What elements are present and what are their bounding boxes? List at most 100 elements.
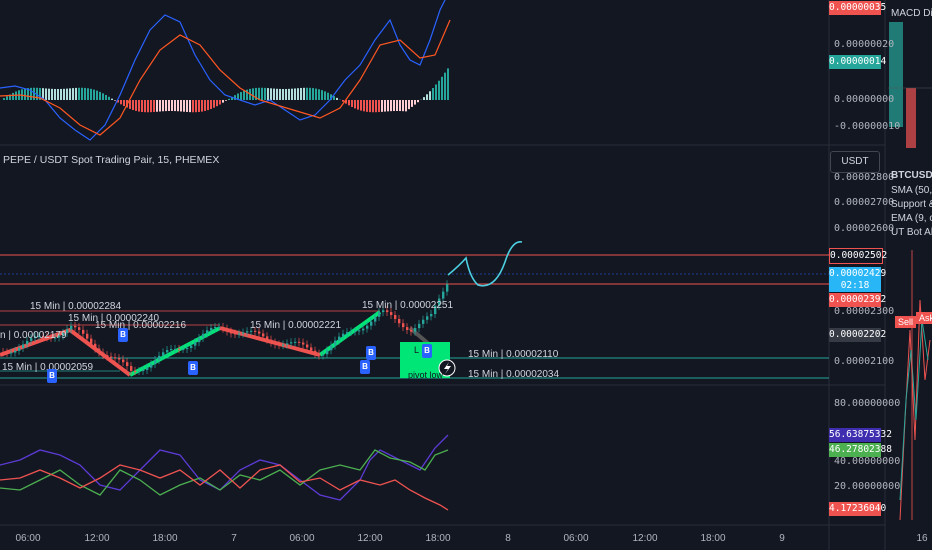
candle-body	[386, 310, 389, 313]
annotation-2179: n | 0.00002179	[0, 330, 67, 341]
candle-body	[354, 331, 357, 333]
macd-histogram-bar	[237, 93, 239, 100]
macd-histogram-bar	[75, 87, 77, 100]
pivot-low-l-label: L	[414, 345, 420, 355]
btc-symbol[interactable]: BTCUSDT,	[891, 170, 932, 181]
macd-histogram-bar	[120, 100, 122, 105]
rsi-green-line	[0, 449, 449, 496]
candle-body	[126, 362, 129, 367]
macd-histogram-bar	[204, 100, 206, 111]
candle-body	[174, 348, 177, 350]
candle-body	[434, 305, 437, 315]
macd-histogram-bar	[342, 100, 344, 102]
macd-histogram-bar	[93, 89, 95, 100]
macd-histogram-bar	[318, 89, 320, 100]
macd-histogram-bar	[150, 100, 152, 113]
candle-body	[202, 333, 205, 338]
macd-histogram-bar	[51, 88, 53, 100]
candle-body	[142, 369, 145, 372]
candle-body	[106, 355, 109, 357]
candle-body	[362, 328, 365, 331]
candle-body	[422, 319, 425, 324]
macd-histogram-bar	[141, 100, 143, 112]
macd-histogram-bar	[159, 100, 161, 112]
candle-body	[410, 329, 413, 332]
macd-histogram-bar	[234, 95, 236, 100]
legend-ut-bot: UT Bot Ale	[891, 227, 932, 238]
macd-histogram-bar	[315, 88, 317, 100]
candle-body	[406, 327, 409, 330]
signal-line	[0, 19, 451, 136]
price-label-2300: 0.00002300	[834, 306, 895, 317]
macd-histogram-bar	[6, 96, 8, 100]
candle-body	[150, 364, 153, 368]
legend-support: Support &	[891, 199, 932, 210]
macd-histogram-bar	[312, 88, 314, 100]
macd-histogram-bar	[303, 87, 305, 100]
buy-marker[interactable]: B	[47, 369, 57, 383]
sell-button[interactable]: Sell	[895, 316, 917, 328]
rsi-purple-line	[0, 434, 449, 501]
macd-histogram-bar	[189, 100, 191, 113]
macd-histogram-bar	[84, 87, 86, 100]
macd-histogram-bar	[243, 90, 245, 100]
macd-histogram-bar	[78, 87, 80, 100]
candle-body	[370, 321, 373, 326]
macd-histogram-bar	[144, 100, 146, 113]
candle-body	[186, 347, 189, 350]
candle-body	[110, 356, 113, 358]
candle-body	[62, 332, 65, 336]
rsi-tag-purple: 56.63875332	[829, 428, 892, 442]
buy-marker[interactable]: B	[366, 346, 376, 360]
candle-body	[266, 336, 269, 340]
price-tag-gray: 0.00002202	[829, 328, 887, 342]
candle-body	[314, 350, 317, 354]
candlesticks	[2, 280, 449, 376]
macd-histogram-bar	[81, 87, 83, 100]
candle-body	[278, 344, 281, 346]
macd-histogram-bar	[210, 100, 212, 110]
candle-body	[34, 336, 37, 339]
macd-histogram-bar	[432, 87, 434, 100]
rsi-tag-red: 4.17236040	[829, 502, 887, 516]
candle-body	[130, 366, 133, 371]
macd-histogram-bar	[192, 100, 194, 113]
buy-marker[interactable]: B	[422, 344, 432, 358]
candle-body	[22, 344, 25, 348]
macd-histogram-bar	[372, 100, 374, 113]
legend-sma: SMA (50, c	[891, 185, 932, 196]
rsi-label-40: 40.00000000	[834, 456, 901, 467]
buy-marker[interactable]: B	[188, 361, 198, 375]
macd-histogram-bar	[282, 88, 284, 100]
macd-histogram-bar	[366, 100, 368, 112]
macd-histogram-bar	[72, 88, 74, 100]
macd-histogram-bar	[255, 87, 257, 100]
macd-histogram-bar	[390, 100, 392, 112]
candle-body	[366, 325, 369, 329]
legend-ema: EMA (9, clo	[891, 213, 932, 224]
macd-histogram-bar	[216, 100, 218, 107]
candle-body	[138, 371, 141, 373]
candle-body	[402, 323, 405, 328]
macd-histogram-bar	[45, 88, 47, 100]
candle-body	[418, 323, 421, 329]
macd-histogram-bar	[30, 87, 32, 100]
buy-marker[interactable]: B	[360, 360, 370, 374]
annotation-2216: 15 Min | 0.00002216	[95, 320, 187, 331]
buy-marker[interactable]: B	[118, 328, 128, 342]
macd-histogram-bar	[195, 100, 197, 113]
candle-body	[46, 336, 49, 338]
macd-histogram-bar	[246, 89, 248, 100]
macd-histogram-bar	[177, 100, 179, 112]
macd-histogram-bar	[375, 100, 377, 113]
candle-body	[82, 329, 85, 334]
time-label: 06:00	[15, 533, 41, 544]
candle-body	[350, 331, 353, 333]
candle-body	[358, 330, 361, 332]
currency-button[interactable]: USDT	[830, 151, 880, 173]
price-tag-red-lower: 0.00002392	[829, 293, 887, 307]
candle-body	[302, 342, 305, 345]
time-label: 7	[231, 533, 237, 544]
ask-button[interactable]: Ask	[916, 312, 932, 324]
